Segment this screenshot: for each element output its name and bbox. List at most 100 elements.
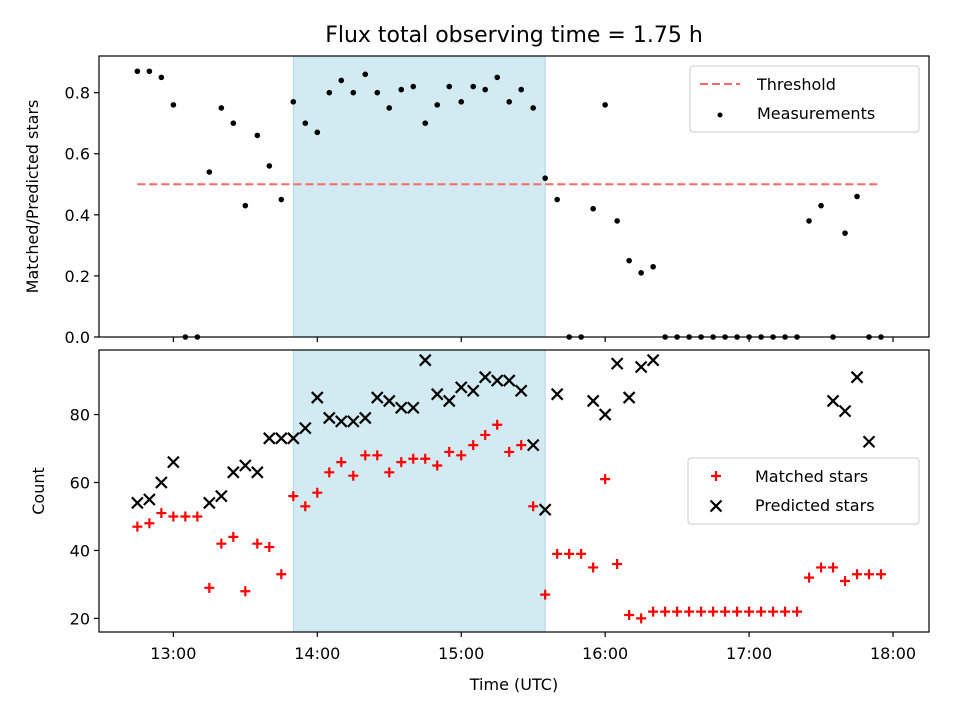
data-point <box>828 562 839 573</box>
y-tick-label: 0.0 <box>65 328 90 347</box>
data-point <box>372 450 383 461</box>
data-point <box>167 455 180 469</box>
data-point <box>602 102 608 108</box>
data-point <box>852 569 863 580</box>
data-point <box>338 77 345 84</box>
data-point <box>478 370 492 384</box>
data-point <box>696 606 707 617</box>
data-point <box>744 606 755 617</box>
data-point <box>156 508 167 519</box>
data-point <box>326 89 333 96</box>
legend-label: Threshold <box>756 75 836 94</box>
chart-title: Flux total observing time = 1.75 h <box>325 23 703 48</box>
data-point <box>240 586 251 597</box>
data-point <box>143 493 156 506</box>
data-point <box>434 102 441 108</box>
data-point <box>792 606 803 617</box>
data-point <box>494 74 501 81</box>
data-point <box>230 120 237 126</box>
data-point <box>442 394 456 408</box>
data-point <box>490 374 504 387</box>
data-point <box>492 419 503 430</box>
data-point <box>418 353 432 367</box>
legend-label: Predicted stars <box>755 496 875 515</box>
data-point <box>610 357 624 370</box>
data-point <box>311 391 324 404</box>
data-point <box>360 450 371 461</box>
axes-frame <box>98 55 930 338</box>
data-point <box>396 457 407 468</box>
data-point <box>287 432 300 445</box>
legend: Threshold Measurements <box>689 65 920 133</box>
data-point <box>470 83 477 90</box>
data-point <box>624 610 635 621</box>
data-point <box>134 68 141 75</box>
data-point <box>446 83 453 90</box>
data-point <box>299 421 312 435</box>
data-point <box>528 501 539 512</box>
data-point <box>840 576 851 587</box>
data-point <box>146 68 153 75</box>
data-point <box>564 548 575 559</box>
data-point <box>614 218 620 224</box>
legend-matched-swatch <box>711 471 721 481</box>
data-point <box>203 496 216 510</box>
legend-box <box>687 457 920 525</box>
data-point <box>538 503 552 516</box>
legend-label: Matched stars <box>755 467 868 486</box>
data-point <box>288 491 299 502</box>
legend-box <box>689 65 920 133</box>
data-point <box>720 606 731 617</box>
legend-predicted-swatch <box>709 499 723 513</box>
data-point <box>144 518 155 529</box>
data-point <box>648 606 659 617</box>
data-point <box>586 394 600 408</box>
data-point <box>818 202 824 209</box>
data-point <box>204 582 215 593</box>
data-point <box>386 105 393 111</box>
data-point <box>542 175 548 181</box>
data-point <box>350 89 357 96</box>
data-point <box>398 86 405 93</box>
data-point <box>554 196 560 203</box>
data-point <box>314 129 321 136</box>
data-point <box>530 105 536 111</box>
data-point <box>732 606 743 617</box>
data-point <box>504 446 515 457</box>
data-point <box>826 394 840 408</box>
data-point <box>444 446 455 457</box>
data-point <box>227 466 240 479</box>
legend-label: Measurements <box>757 104 875 123</box>
series-measurements <box>134 68 884 340</box>
data-point <box>252 538 263 549</box>
y-tick-label: 60 <box>70 474 90 493</box>
data-point <box>626 257 632 264</box>
data-point <box>482 86 489 93</box>
data-point <box>358 411 372 425</box>
data-point <box>708 606 719 617</box>
y-tick-label: 20 <box>70 609 90 628</box>
data-point <box>336 457 347 468</box>
x-tick-label: 13:00 <box>150 644 196 663</box>
data-point <box>264 542 275 553</box>
y-tick-label: 0.4 <box>65 206 90 225</box>
data-point <box>278 196 285 203</box>
y-tick-label: 40 <box>70 541 90 560</box>
data-point <box>362 71 369 78</box>
x-tick-label: 17:00 <box>726 644 772 663</box>
data-point <box>456 450 467 461</box>
y-tick-label: 0.8 <box>65 84 90 103</box>
data-point <box>864 569 875 580</box>
data-point <box>348 470 359 481</box>
data-point <box>600 474 611 485</box>
data-point <box>480 429 491 440</box>
data-point <box>804 572 815 583</box>
data-point <box>550 387 564 401</box>
data-point <box>598 408 612 421</box>
data-point <box>370 391 384 404</box>
star-count-panel: 20 40 60 80 13:00 14:00 15:00 16:00 17:00 18:00 Ti… <box>29 349 930 694</box>
data-point <box>458 99 465 105</box>
data-point <box>850 370 864 384</box>
data-point <box>408 453 419 464</box>
